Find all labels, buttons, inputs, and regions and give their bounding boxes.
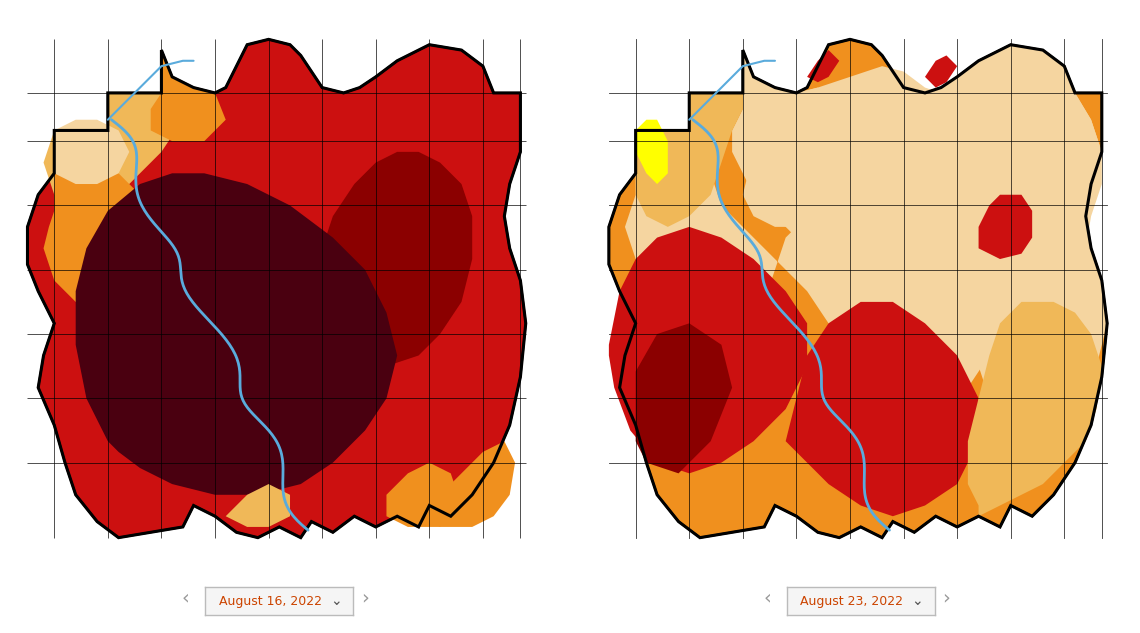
Polygon shape [609,227,807,473]
Polygon shape [636,93,743,227]
Polygon shape [55,120,129,184]
Polygon shape [226,484,290,527]
Polygon shape [43,50,194,211]
Polygon shape [925,56,958,87]
Polygon shape [785,302,978,517]
Polygon shape [323,152,472,367]
Text: ⌄: ⌄ [911,594,922,608]
Text: ‹: ‹ [182,589,189,608]
Text: August 16, 2022: August 16, 2022 [219,594,321,608]
Text: ‹: ‹ [764,589,771,608]
Polygon shape [743,50,1107,473]
Polygon shape [625,45,1101,420]
Polygon shape [807,50,839,82]
Polygon shape [386,463,462,527]
Text: ⌄: ⌄ [329,594,341,608]
Text: ›: › [943,589,950,608]
Polygon shape [27,39,526,537]
Polygon shape [418,441,515,527]
Polygon shape [636,323,732,473]
Polygon shape [968,302,1101,517]
Polygon shape [75,173,397,495]
Polygon shape [636,120,668,184]
Text: ›: › [361,589,368,608]
Text: August 23, 2022: August 23, 2022 [800,594,903,608]
Polygon shape [609,39,1107,537]
Polygon shape [150,50,226,141]
Polygon shape [978,195,1032,259]
Polygon shape [43,163,172,313]
